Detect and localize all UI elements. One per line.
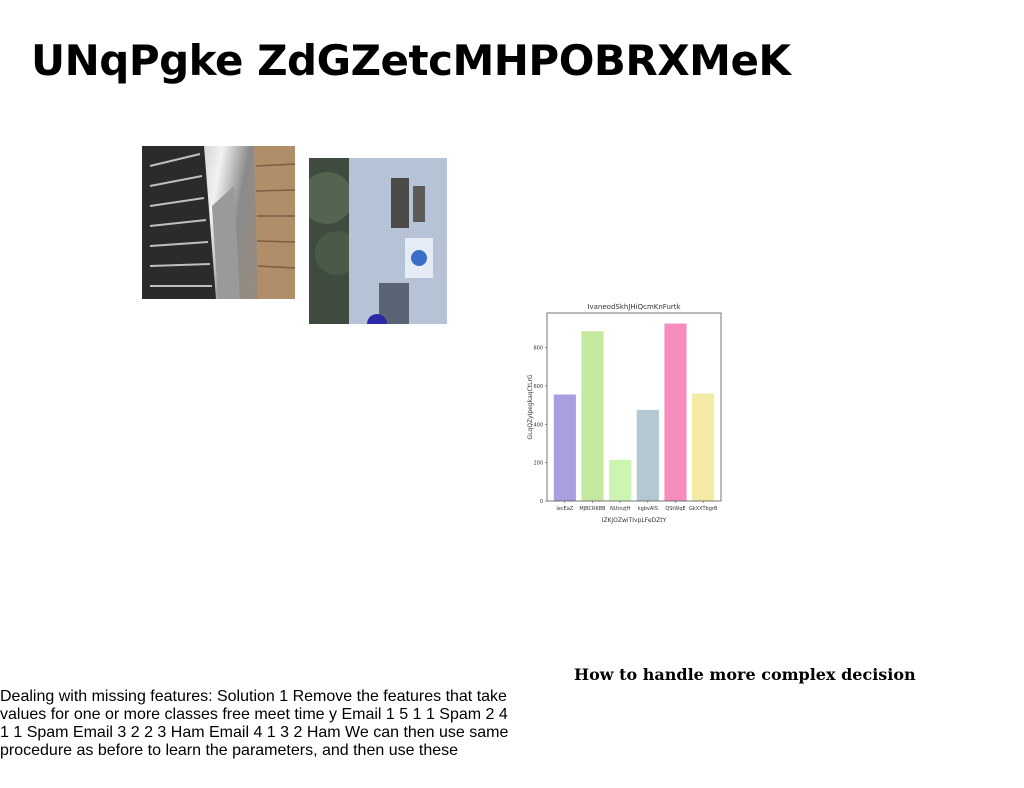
- y-tick-label: 0: [540, 499, 543, 505]
- page-title: UNqPgke ZdGZetcMHPOBRXMeK: [31, 36, 791, 85]
- x-tick-label: lecEaZ: [556, 506, 573, 512]
- y-tick-label: 800: [533, 346, 543, 352]
- facade-illustration: [309, 158, 447, 324]
- bar-chart: IvaneodSkhJHiQcmKnFurtk 0 200 400 600 800 le…: [520, 296, 730, 530]
- y-axis-label: GLqQZyIpegkaqCtLrG: [527, 374, 534, 439]
- x-tick-label: NUtnzJH: [610, 506, 631, 512]
- bar-chart-svg: IvaneodSkhJHiQcmKnFurtk 0 200 400 600 800 le…: [527, 303, 722, 524]
- body-paragraph: Dealing with missing features: Solution …: [0, 688, 509, 759]
- x-tick-label: GkXXTbgrB: [689, 506, 718, 512]
- x-tick-label: MJBCRKBB: [579, 506, 606, 512]
- photo-skyscrapers: [142, 146, 295, 299]
- slide-caption: How to handle more complex decision: [574, 665, 916, 684]
- bar-QStWqE: [664, 323, 687, 501]
- bar-MJBCRKBB: [581, 331, 604, 501]
- skyscrapers-illustration: [142, 146, 295, 299]
- x-tick-label: kgbvAIS: [638, 506, 658, 512]
- y-tick-label: 200: [533, 461, 543, 467]
- plot-frame: [546, 312, 722, 502]
- photo-building-facade: [309, 158, 447, 324]
- y-tick-label: 600: [533, 384, 543, 390]
- bar-NUtnzJH: [609, 459, 632, 501]
- bar-lecEaZ: [553, 394, 576, 501]
- bar-kgbvAIS: [636, 409, 659, 501]
- bar-GkXXTbgrB: [692, 393, 715, 501]
- y-tick-label: 400: [533, 422, 543, 428]
- x-tick-label: QStWqE: [665, 506, 685, 512]
- x-axis-label: IZKjOZwiTIvpLFeDZtY: [602, 517, 667, 524]
- chart-title: IvaneodSkhJHiQcmKnFurtk: [587, 303, 681, 311]
